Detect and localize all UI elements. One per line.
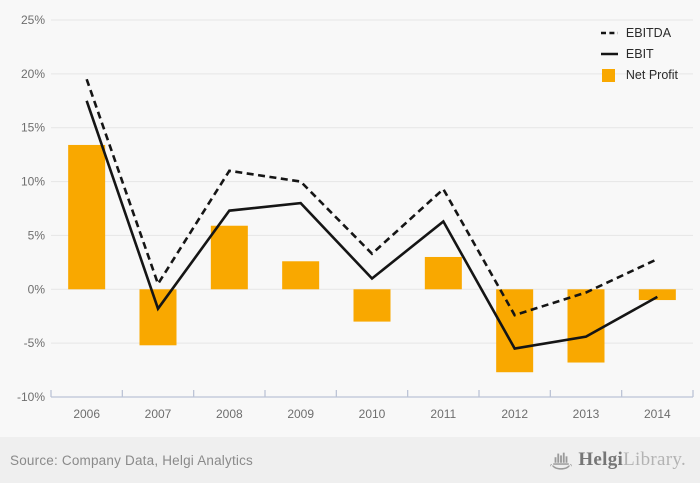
bar-2009 [282,261,320,290]
bar-2013 [567,289,605,363]
x-tick-label-2006: 2006 [73,407,100,421]
x-tick-label-2013: 2013 [573,407,600,421]
legend-item-ebit[interactable]: EBIT [600,45,678,63]
x-tick-label-2007: 2007 [145,407,172,421]
y-tick-label-10: 10% [21,175,45,189]
legend-item-ebitda[interactable]: EBITDA [600,24,678,42]
x-tick-label-2010: 2010 [359,407,386,421]
bar-2008 [210,225,248,290]
y-tick-label-5: 5% [28,228,46,242]
legend-label-ebitda: EBITDA [625,26,672,40]
ebitda-line [85,78,658,317]
dashed-line-icon [600,31,618,35]
bar-2006 [68,144,106,290]
x-tick-label-2012: 2012 [501,407,528,421]
bar-2010 [353,289,391,322]
brand-primary: Helgi [578,449,624,470]
bar-2011 [424,256,462,290]
ebit-line [85,100,658,350]
y-tick-label-25: 25% [21,13,45,27]
source-text: Source: Company Data, Helgi Analytics [10,452,254,468]
solid-line-icon [600,52,618,56]
y-tick-label-0: 0% [28,282,46,296]
x-tick-label-2014: 2014 [644,407,671,421]
bar-2014 [638,289,676,301]
y-tick-label--5: -5% [24,336,46,350]
y-tick-label--10: -10% [17,390,45,404]
brand-text: HelgiLibrary. [578,449,686,471]
legend-label-ebit: EBIT [625,47,654,61]
y-tick-label-15: 15% [21,121,45,135]
ship-icon [550,452,573,470]
x-tick-label-2011: 2011 [430,407,456,421]
x-tick-label-2009: 2009 [287,407,314,421]
bar-2007 [139,289,177,346]
helgi-library-logo[interactable]: HelgiLibrary. [549,449,686,471]
chart-legend: EBITDA EBIT Net Profit [600,24,678,84]
legend-label-net-profit: Net Profit [625,68,678,82]
bar-2012 [496,289,534,373]
legend-item-net-profit[interactable]: Net Profit [601,66,678,84]
square-swatch-icon [601,69,615,82]
brand-secondary: Library. [623,449,686,470]
chart-canvas: 25% 20% 15% 10% 5% 0% -5% -10% 2006 2007 2008 2009 2… [17,13,694,421]
footer: Source: Company Data, Helgi Analytics He… [0,437,700,483]
chart-area: 25% 20% 15% 10% 5% 0% -5% -10% 2006 2007 2008 2009 2… [17,13,694,421]
y-tick-label-20: 20% [21,67,45,81]
x-tick-label-2008: 2008 [216,407,243,421]
